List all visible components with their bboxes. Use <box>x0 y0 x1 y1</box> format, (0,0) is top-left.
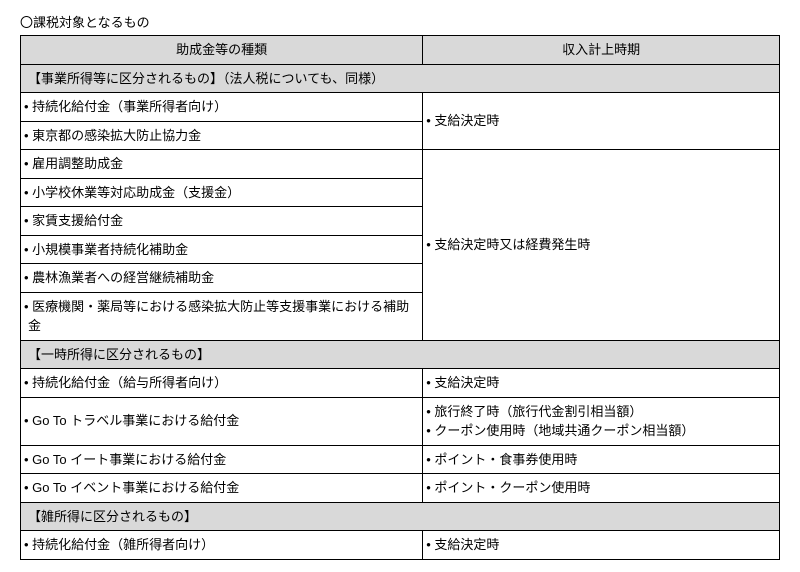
table-row: • Go To イート事業における給付金 <box>21 445 423 474</box>
table-row: • 雇用調整助成金 <box>21 150 423 179</box>
timing-cell: • ポイント・食事券使用時 <box>423 445 780 474</box>
table-row: • 持続化給付金（事業所得者向け） <box>21 93 423 122</box>
section2-label: 【一時所得に区分されるもの】 <box>21 340 780 369</box>
section1-label: 【事業所得等に区分されるもの】（法人税についても、同様） <box>21 64 780 93</box>
timing-cell: • 旅行終了時（旅行代金割引相当額） • クーポン使用時（地域共通クーポン相当額… <box>423 397 780 445</box>
table-row: • Go To イベント事業における給付金 <box>21 474 423 503</box>
timing-cell: • ポイント・クーポン使用時 <box>423 474 780 503</box>
table-row: • 農林漁業者への経営継続補助金 <box>21 264 423 293</box>
timing-cell: • 支給決定時又は経費発生時 <box>423 150 780 341</box>
header-timing: 収入計上時期 <box>423 36 780 65</box>
timing-cell: • 支給決定時 <box>423 369 780 398</box>
table-row: • 東京都の感染拡大防止協力金 <box>21 121 423 150</box>
taxable-items-table: 助成金等の種類 収入計上時期 【事業所得等に区分されるもの】（法人税についても、… <box>20 35 780 560</box>
timing-cell: • 支給決定時 <box>423 93 780 150</box>
table-row: • 家賃支援給付金 <box>21 207 423 236</box>
table-row: • 医療機関・薬局等における感染拡大防止等支援事業における補助金 <box>21 292 423 340</box>
section3-label: 【雑所得に区分されるもの】 <box>21 502 780 531</box>
table-row: • 持続化給付金（給与所得者向け） <box>21 369 423 398</box>
table-row: • Go To トラベル事業における給付金 <box>21 397 423 445</box>
table-row: • 小規模事業者持続化補助金 <box>21 235 423 264</box>
header-category: 助成金等の種類 <box>21 36 423 65</box>
page-title: 〇課税対象となるもの <box>20 12 780 31</box>
table-row: • 小学校休業等対応助成金（支援金） <box>21 178 423 207</box>
